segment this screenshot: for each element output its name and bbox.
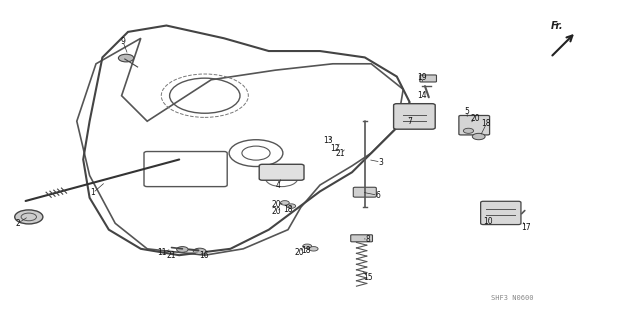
Text: 10: 10 — [483, 217, 493, 226]
Text: 18: 18 — [284, 205, 292, 214]
Text: 5: 5 — [465, 107, 470, 116]
Circle shape — [303, 244, 312, 249]
Text: 9: 9 — [120, 37, 125, 46]
Circle shape — [118, 54, 134, 62]
Text: 18: 18 — [482, 119, 491, 128]
Text: 19: 19 — [417, 73, 428, 82]
FancyBboxPatch shape — [394, 104, 435, 129]
FancyBboxPatch shape — [481, 201, 521, 225]
Circle shape — [280, 201, 289, 205]
Text: 15: 15 — [363, 273, 373, 282]
Text: 3: 3 — [378, 158, 383, 167]
Text: 21: 21 — [336, 149, 345, 158]
Text: 20: 20 — [271, 200, 282, 209]
Text: 21: 21 — [167, 251, 176, 260]
FancyBboxPatch shape — [259, 164, 304, 180]
Text: 13: 13 — [323, 137, 333, 145]
Text: Fr.: Fr. — [550, 20, 563, 31]
Text: 16: 16 — [198, 251, 209, 260]
Circle shape — [472, 133, 485, 140]
Text: 1: 1 — [90, 189, 95, 197]
Circle shape — [309, 247, 318, 251]
Text: 17: 17 — [521, 223, 531, 232]
Circle shape — [15, 210, 43, 224]
FancyBboxPatch shape — [353, 187, 376, 197]
Text: 8: 8 — [365, 235, 371, 244]
Circle shape — [177, 247, 188, 252]
Text: SHF3 N0600: SHF3 N0600 — [491, 295, 533, 301]
FancyBboxPatch shape — [459, 115, 490, 135]
Circle shape — [193, 248, 206, 255]
Text: 14: 14 — [417, 91, 428, 100]
Circle shape — [287, 204, 296, 208]
Text: 20: 20 — [271, 207, 282, 216]
FancyBboxPatch shape — [351, 235, 372, 242]
Text: 7: 7 — [407, 117, 412, 126]
Text: 18: 18 — [301, 246, 310, 255]
Text: 12: 12 — [331, 144, 340, 152]
Text: 20: 20 — [470, 114, 481, 122]
Text: 20: 20 — [294, 248, 305, 257]
Text: 2: 2 — [15, 219, 20, 228]
Text: 6: 6 — [375, 191, 380, 200]
Circle shape — [463, 128, 474, 133]
Text: 4: 4 — [276, 181, 281, 190]
Text: 11: 11 — [157, 248, 166, 257]
FancyBboxPatch shape — [420, 75, 436, 82]
